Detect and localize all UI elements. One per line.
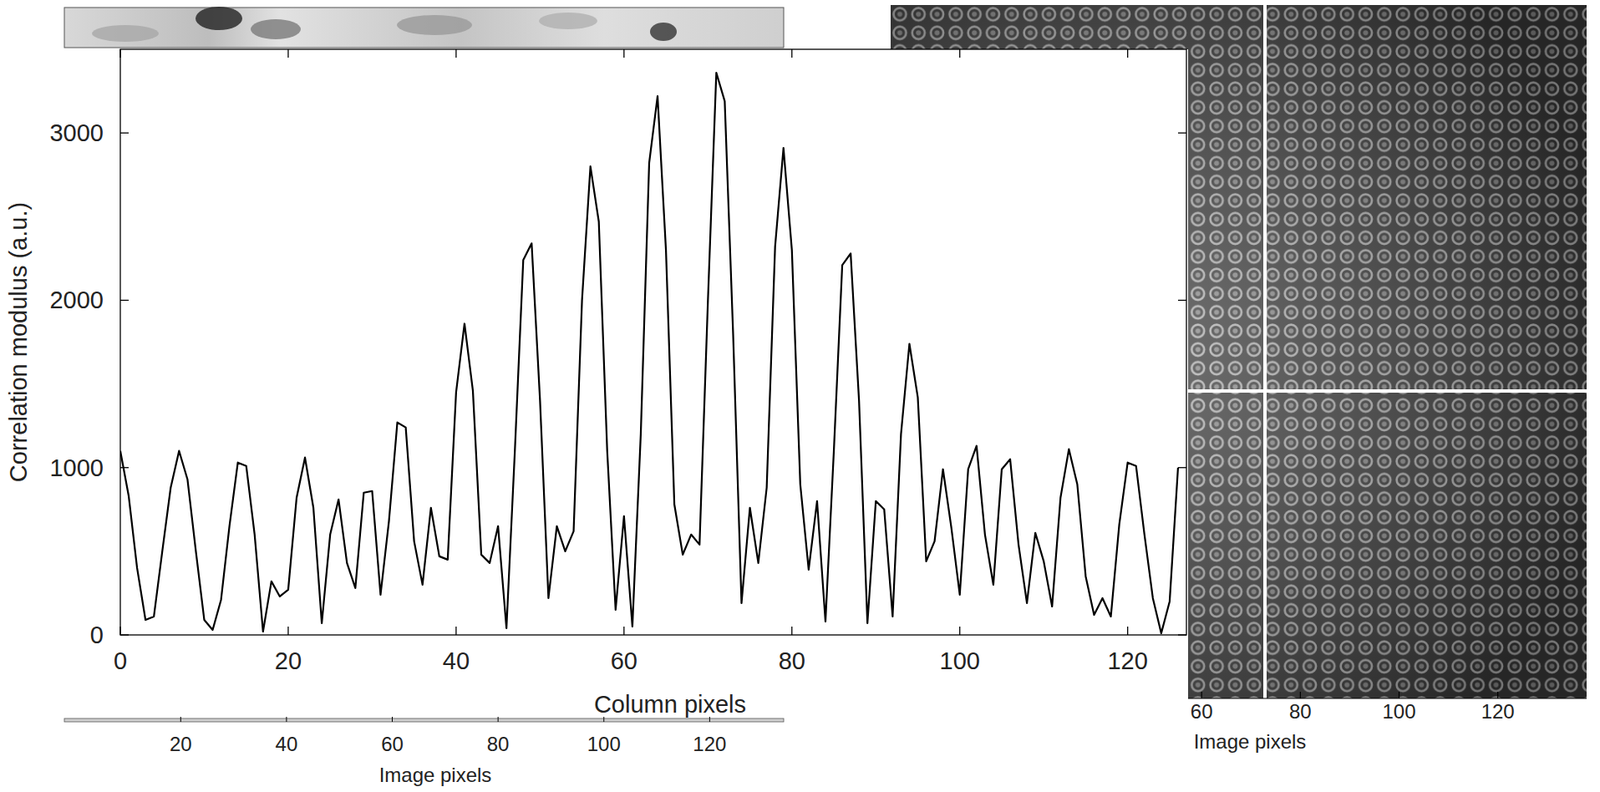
tick (1201, 691, 1203, 699)
axis-title: Image pixels (1193, 730, 1307, 753)
tick-label: 80 (487, 732, 510, 756)
tick (623, 49, 625, 58)
crosshair (1263, 5, 1267, 699)
tick (1178, 132, 1187, 133)
tick-label: 100 (587, 732, 621, 756)
tick (119, 626, 121, 635)
axis-title: Column pixels (594, 690, 747, 718)
tick (119, 49, 121, 58)
plot-frame (120, 49, 1187, 635)
tick (1127, 49, 1128, 58)
tick (287, 49, 289, 58)
tick (120, 299, 129, 301)
tick (1178, 467, 1187, 468)
tick (1127, 626, 1128, 635)
tick (120, 467, 129, 468)
image-blob (250, 19, 301, 40)
tick (120, 634, 129, 635)
tick-label: 3000 (49, 119, 104, 147)
tick-label: 120 (1107, 647, 1148, 675)
tick-label: 100 (1381, 700, 1416, 723)
tick (285, 716, 287, 722)
image-blob (91, 25, 159, 42)
figure: 60 80 100 120 Image pixels 20 40 60 80 100 120 Imag… (0, 0, 1600, 792)
tick (180, 716, 182, 722)
tick (791, 626, 793, 635)
tick (959, 626, 960, 635)
tick-label: 60 (1190, 700, 1214, 723)
axis-title: Correlation modulus (a.u.) (5, 202, 32, 483)
tick-label: 60 (610, 647, 638, 675)
tick (120, 132, 129, 133)
image-blob (650, 22, 677, 41)
tick-label: 2000 (49, 286, 104, 314)
tick-label: 20 (169, 732, 193, 756)
tick-label: 120 (1481, 700, 1515, 723)
tick-label: 0 (113, 647, 127, 675)
tick (1178, 299, 1187, 301)
tick (959, 49, 960, 58)
tick (455, 49, 457, 58)
tick-label: 120 (692, 732, 727, 756)
image-strip (64, 7, 784, 48)
tick (623, 626, 625, 635)
tick-label: 100 (939, 647, 981, 675)
image-blob (195, 6, 243, 31)
image-blob (538, 12, 598, 30)
tick-label: 80 (778, 647, 806, 675)
tick (497, 716, 499, 722)
tick (391, 716, 393, 722)
axis-line (64, 718, 784, 722)
tick-label: 40 (275, 732, 299, 756)
left-image (64, 6, 784, 48)
tick (791, 49, 793, 58)
tick (287, 626, 289, 635)
tick-label: 20 (274, 647, 302, 675)
tick (1300, 691, 1301, 699)
tick (1178, 634, 1187, 635)
plot-area (120, 49, 1187, 635)
data-line (120, 72, 1179, 634)
tick-label: 80 (1289, 700, 1312, 723)
tick (1398, 691, 1400, 699)
tick (1497, 691, 1499, 699)
tick-label: 60 (380, 732, 404, 756)
image-blob (396, 15, 473, 36)
panel-background (0, 49, 1189, 715)
tick (455, 626, 457, 635)
tick-label: 40 (442, 647, 470, 675)
data-group (120, 72, 1179, 634)
tick-label: 1000 (49, 454, 104, 482)
axis-title: Image pixels (379, 763, 493, 787)
tick-label: 0 (90, 621, 104, 649)
